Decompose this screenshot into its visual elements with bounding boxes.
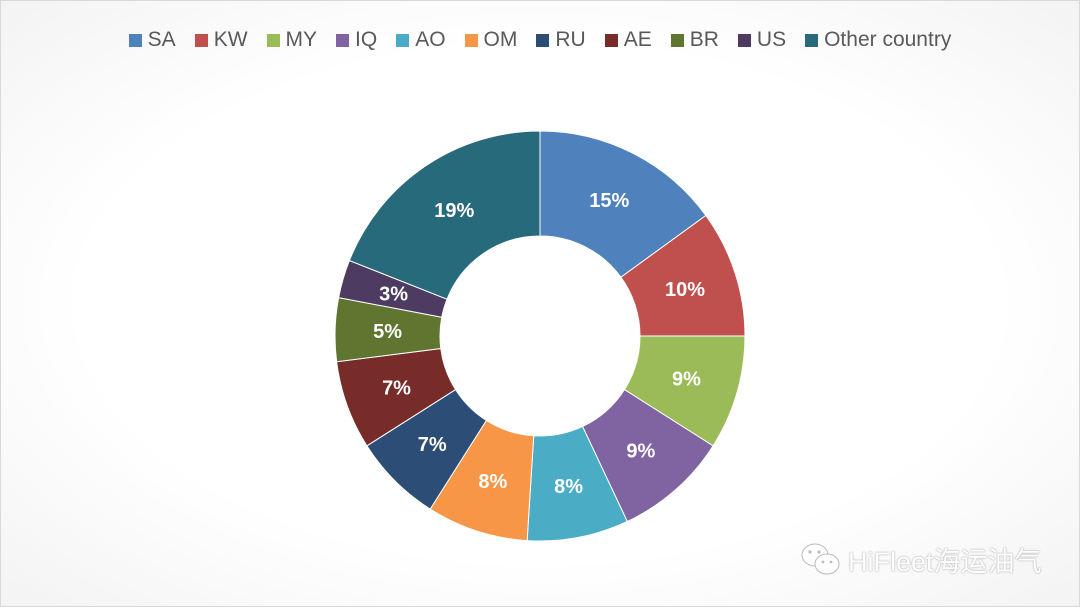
legend-label: AO	[415, 28, 446, 51]
data-label: 9%	[626, 440, 655, 462]
legend-swatch	[604, 33, 618, 47]
legend-item: RU	[536, 28, 586, 52]
legend-item: OM	[464, 28, 518, 52]
legend-swatch	[266, 33, 280, 47]
legend-swatch	[805, 33, 819, 47]
legend-item: SA	[128, 28, 176, 52]
data-label: 7%	[382, 378, 411, 400]
legend-item: MY	[266, 28, 318, 52]
legend-label: US	[756, 28, 787, 51]
legend-label: BR	[689, 28, 719, 51]
legend-swatch	[464, 33, 478, 47]
data-label: 8%	[554, 476, 583, 498]
legend-swatch	[737, 33, 751, 47]
data-label: 19%	[434, 200, 474, 222]
legend-label: Other country	[824, 28, 952, 51]
data-label: 3%	[379, 283, 408, 305]
legend-swatch	[128, 33, 142, 47]
data-label: 5%	[373, 321, 402, 343]
legend-item: AE	[604, 28, 652, 52]
legend-item: IQ	[336, 28, 377, 52]
legend-label: IQ	[355, 28, 378, 51]
legend-swatch	[336, 33, 350, 47]
legend-item: US	[737, 28, 787, 52]
legend-item: KW	[194, 28, 248, 52]
donut-slice-other-country	[348, 130, 541, 300]
legend-label: OM	[483, 28, 518, 51]
data-label: 8%	[478, 471, 507, 493]
legend-swatch	[536, 33, 550, 47]
data-label: 7%	[418, 434, 447, 456]
legend-swatch	[396, 33, 410, 47]
legend-item: AO	[396, 28, 446, 52]
legend-swatch	[194, 33, 208, 47]
legend-item: Other country	[805, 28, 951, 52]
legend-label: KW	[213, 28, 248, 51]
donut-slice-sa	[539, 130, 707, 278]
legend: SA KW MY IQ AO OM RU AE BR US Other country	[0, 28, 1080, 52]
legend-label: MY	[285, 28, 318, 51]
legend-label: AE	[623, 28, 652, 51]
watermark-text: HiFleet海运油气	[848, 547, 1042, 577]
data-label: 10%	[665, 279, 705, 301]
legend-item: BR	[670, 28, 719, 52]
legend-label: RU	[555, 28, 586, 51]
legend-label: SA	[147, 28, 176, 51]
wechat-icon	[801, 543, 840, 574]
data-label: 15%	[589, 190, 629, 212]
legend-swatch	[670, 33, 684, 47]
data-label: 9%	[672, 369, 701, 391]
watermark: HiFleet海运油气	[800, 540, 1042, 579]
